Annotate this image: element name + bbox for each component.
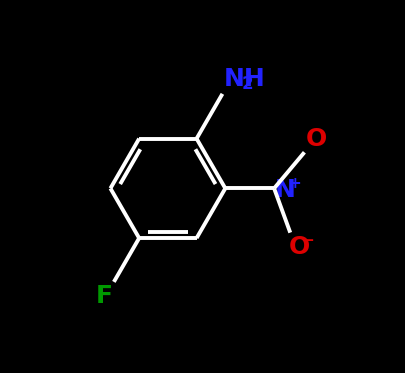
Text: NH: NH: [223, 67, 265, 91]
Text: O: O: [288, 235, 309, 260]
Text: +: +: [287, 176, 300, 191]
Text: F: F: [95, 284, 112, 308]
Text: 2: 2: [241, 75, 253, 93]
Text: −: −: [301, 233, 313, 248]
Text: O: O: [305, 127, 326, 151]
Text: N: N: [274, 178, 295, 202]
